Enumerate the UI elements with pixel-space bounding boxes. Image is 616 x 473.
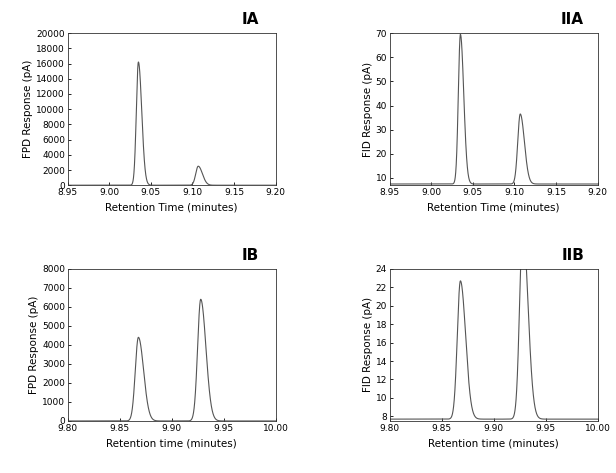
X-axis label: Retention time (minutes): Retention time (minutes) <box>428 438 559 448</box>
Y-axis label: FPD Response (pA): FPD Response (pA) <box>23 60 33 158</box>
Text: IB: IB <box>242 248 259 263</box>
Text: IIA: IIA <box>561 12 584 27</box>
X-axis label: Retention time (minutes): Retention time (minutes) <box>106 438 237 448</box>
Text: IIB: IIB <box>561 248 584 263</box>
Y-axis label: FPD Response (pA): FPD Response (pA) <box>29 296 39 394</box>
X-axis label: Retention Time (minutes): Retention Time (minutes) <box>105 202 238 212</box>
Y-axis label: FID Response (pA): FID Response (pA) <box>363 298 373 393</box>
X-axis label: Retention Time (minutes): Retention Time (minutes) <box>428 202 560 212</box>
Text: IA: IA <box>242 12 259 27</box>
Y-axis label: FID Response (pA): FID Response (pA) <box>363 61 373 157</box>
